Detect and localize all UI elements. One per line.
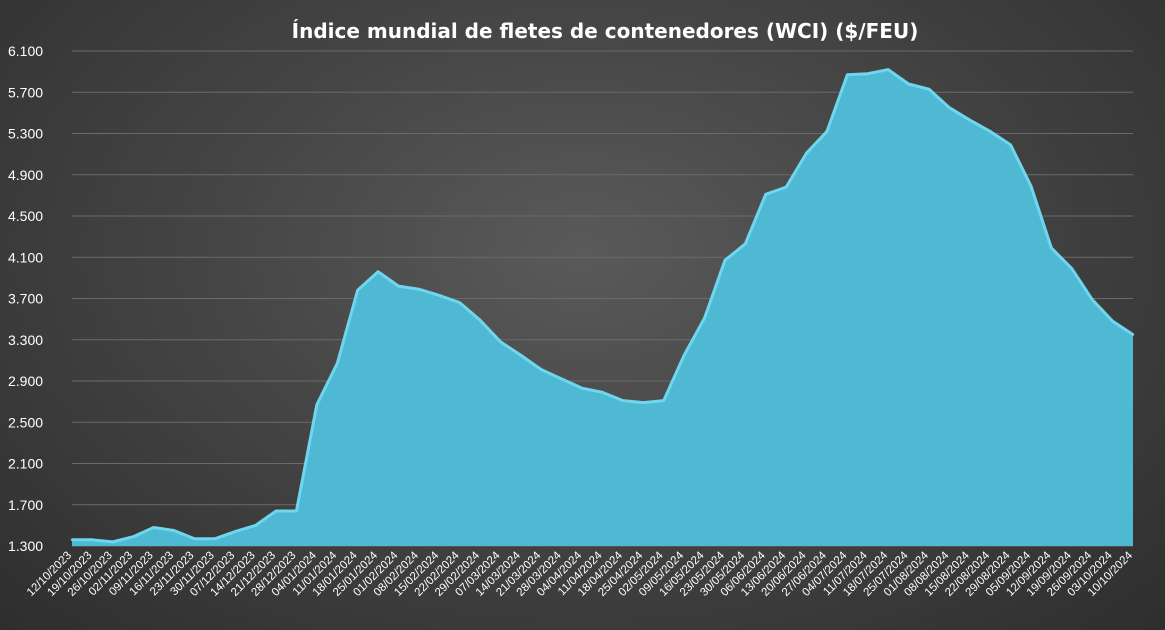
data-point: [764, 193, 767, 196]
data-point: [621, 399, 625, 402]
y-tick-label: 2.900: [8, 373, 43, 389]
y-tick-label: 4.500: [8, 208, 43, 224]
data-point: [886, 68, 890, 71]
chart-title: Índice mundial de fletes de contenedores…: [292, 19, 919, 43]
data-point: [295, 509, 298, 513]
data-point: [336, 362, 339, 365]
data-point: [601, 391, 604, 394]
data-point: [417, 288, 421, 291]
data-point: [519, 354, 523, 357]
data-point: [866, 72, 869, 75]
data-point: [846, 73, 849, 76]
data-point: [927, 87, 931, 91]
y-tick-label: 6.100: [8, 43, 43, 59]
data-point: [315, 403, 319, 406]
y-tick-label: 5.700: [8, 84, 43, 100]
y-tick-label: 2.500: [8, 414, 43, 430]
data-point: [784, 185, 788, 189]
data-point: [499, 340, 502, 344]
data-point: [723, 259, 727, 262]
data-point: [744, 242, 747, 246]
data-point: [805, 151, 808, 155]
y-tick-label: 1.300: [8, 538, 43, 554]
data-point: [948, 106, 951, 109]
y-axis-ticks: 1.300 1.700 2.100 2.500 2.900 3.300 3.700 4.100…: [8, 43, 43, 554]
data-point: [132, 535, 135, 538]
data-point: [254, 524, 257, 527]
data-point: [438, 294, 441, 297]
data-point: [274, 509, 278, 513]
data-point: [193, 537, 196, 540]
data-point: [1131, 333, 1135, 336]
x-axis-ticks: 12/10/202319/10/202326/10/202302/11/2023…: [25, 549, 1136, 599]
y-tick-label: 3.300: [8, 332, 43, 348]
data-point: [988, 130, 992, 133]
data-point: [1009, 143, 1012, 147]
data-point: [682, 354, 686, 357]
y-tick-label: 4.100: [8, 249, 43, 265]
data-point: [458, 301, 461, 304]
data-point: [1111, 319, 1114, 323]
data-point: [172, 529, 176, 532]
data-point: [397, 284, 400, 288]
data-point: [213, 537, 217, 540]
data-point: [703, 316, 706, 320]
y-tick-label: 5.300: [8, 126, 43, 142]
data-point: [642, 401, 645, 404]
data-point: [1090, 298, 1094, 301]
series-area-fill: [72, 69, 1133, 546]
data-point: [580, 387, 584, 390]
data-area: [70, 68, 1135, 546]
y-tick-label: 3.700: [8, 291, 43, 307]
data-point: [540, 368, 543, 371]
data-point: [1070, 267, 1073, 270]
data-point: [662, 399, 665, 402]
data-point: [70, 538, 74, 542]
y-tick-label: 2.100: [8, 456, 43, 472]
data-point: [152, 526, 155, 529]
data-point: [1050, 246, 1053, 250]
data-point: [376, 270, 380, 273]
data-point: [478, 318, 482, 322]
data-point: [356, 289, 359, 292]
y-tick-label: 4.900: [8, 167, 43, 183]
data-point: [907, 82, 910, 86]
data-point: [560, 377, 563, 381]
y-tick-label: 1.700: [8, 497, 43, 513]
data-point: [825, 130, 829, 133]
data-point: [234, 530, 237, 533]
data-point: [91, 538, 94, 542]
data-point: [968, 118, 971, 122]
data-point: [111, 540, 115, 544]
data-point: [1029, 184, 1033, 188]
